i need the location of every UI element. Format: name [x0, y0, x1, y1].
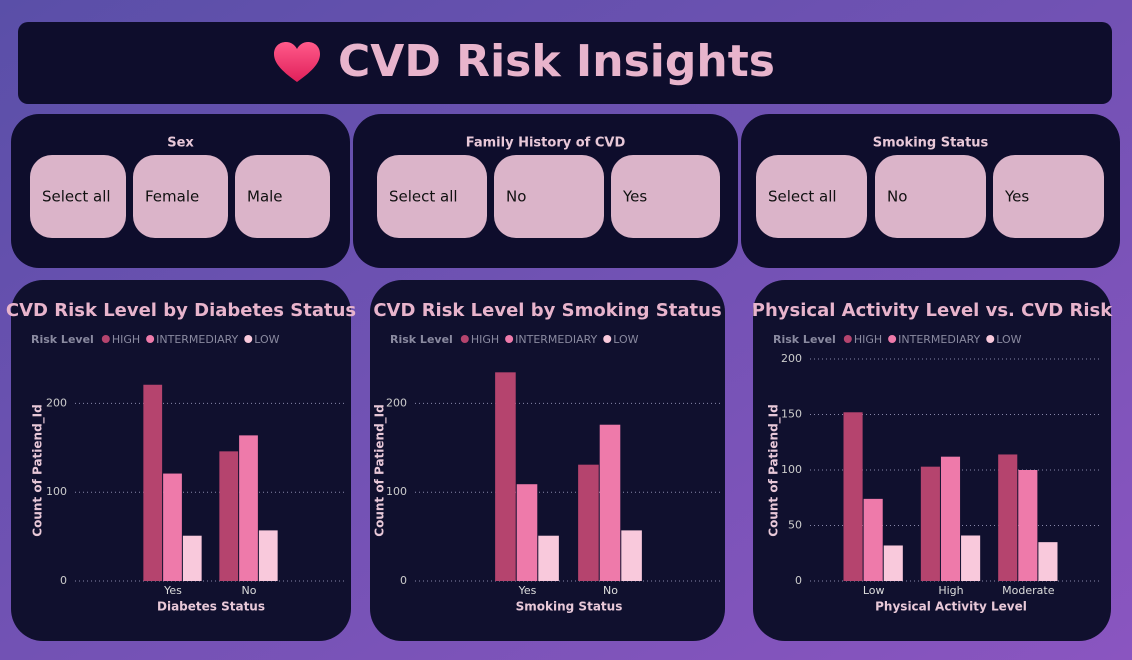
slicer-option[interactable]: No — [506, 188, 526, 206]
legend-swatch — [146, 335, 155, 343]
y-tick-label: 50 — [788, 519, 802, 532]
y-tick-label: 150 — [781, 408, 802, 421]
x-tick-label: High — [938, 584, 963, 597]
legend-title: Risk Level — [390, 333, 453, 346]
slicer-option[interactable]: Yes — [1004, 188, 1029, 206]
x-tick-label: Yes — [518, 584, 537, 597]
bar — [843, 412, 863, 581]
y-tick-label: 200 — [781, 352, 802, 365]
y-axis-title: Count of Patiend_Id — [373, 404, 388, 536]
bar — [258, 530, 278, 581]
bar — [143, 384, 163, 581]
legend-swatch — [505, 335, 514, 343]
y-axis-title: Count of Patiend_Id — [767, 404, 782, 536]
x-tick-label: Yes — [163, 584, 182, 597]
header-title: CVD Risk Insights — [338, 36, 775, 87]
legend-swatch — [244, 335, 253, 343]
slicer-title: Family History of CVD — [466, 136, 626, 151]
chart-title: CVD Risk Level by Smoking Status — [373, 300, 721, 321]
slicer-title: Sex — [167, 136, 194, 151]
x-axis-title: Diabetes Status — [157, 600, 265, 614]
slicer-title: Smoking Status — [873, 136, 989, 151]
header-panel — [18, 22, 1112, 104]
y-tick-label: 100 — [46, 485, 67, 498]
x-tick-label: Moderate — [1002, 584, 1055, 597]
bar — [599, 424, 621, 581]
slicer-option[interactable]: Female — [145, 188, 199, 206]
y-axis-title: Count of Patiend_Id — [31, 404, 46, 536]
slicer-option[interactable]: Male — [247, 188, 283, 206]
bar — [538, 535, 559, 581]
bar — [495, 372, 516, 581]
legend-title: Risk Level — [31, 333, 94, 346]
slicer-button[interactable] — [875, 155, 986, 238]
x-tick-label: Low — [863, 584, 885, 597]
legend-swatch — [888, 335, 897, 343]
legend-label: HIGH — [112, 333, 140, 346]
bar — [883, 545, 903, 581]
slicer-button[interactable] — [30, 155, 126, 238]
heart-icon — [274, 42, 320, 82]
x-axis-title: Smoking Status — [516, 600, 623, 614]
slicer-button[interactable] — [494, 155, 604, 238]
bar — [182, 535, 202, 581]
x-tick-label: No — [242, 584, 257, 597]
legend-label: HIGH — [471, 333, 499, 346]
slicer-button[interactable] — [756, 155, 867, 238]
legend-label: INTERMEDIARY — [156, 333, 238, 346]
slicer-option[interactable]: Select all — [389, 188, 458, 206]
slicer-button[interactable] — [993, 155, 1104, 238]
y-tick-label: 200 — [386, 396, 407, 409]
bar — [863, 498, 883, 581]
legend-swatch — [460, 335, 469, 343]
bar — [578, 464, 599, 581]
legend-label: LOW — [613, 333, 638, 346]
y-tick-label: 0 — [400, 574, 407, 587]
slicer-button[interactable] — [611, 155, 720, 238]
chart-title: CVD Risk Level by Diabetes Status — [6, 300, 356, 321]
bar — [961, 535, 981, 581]
y-tick-label: 100 — [781, 463, 802, 476]
slicer-option[interactable]: Yes — [622, 188, 647, 206]
bar — [516, 484, 538, 581]
legend-swatch — [986, 335, 995, 343]
legend-title: Risk Level — [773, 333, 836, 346]
y-tick-label: 0 — [60, 574, 67, 587]
slicer-button[interactable] — [377, 155, 487, 238]
slicer-button[interactable] — [235, 155, 330, 238]
legend-label: INTERMEDIARY — [515, 333, 597, 346]
slicer-button[interactable] — [133, 155, 228, 238]
legend-label: LOW — [254, 333, 279, 346]
legend-swatch — [603, 335, 612, 343]
legend-swatch — [843, 335, 852, 343]
legend-label: HIGH — [854, 333, 882, 346]
bar — [1038, 542, 1058, 581]
bar — [163, 473, 182, 581]
legend-label: LOW — [996, 333, 1021, 346]
bar — [219, 451, 239, 581]
chart-title: Physical Activity Level vs. CVD Risk — [752, 300, 1113, 321]
slicer-option[interactable]: Select all — [42, 188, 111, 206]
y-tick-label: 0 — [795, 574, 802, 587]
y-tick-label: 100 — [386, 485, 407, 498]
slicer-option[interactable]: Select all — [768, 188, 837, 206]
bar — [920, 466, 940, 581]
y-tick-label: 200 — [46, 396, 67, 409]
x-tick-label: No — [603, 584, 618, 597]
bar — [621, 530, 642, 581]
bar — [998, 454, 1018, 581]
legend-swatch — [101, 335, 110, 343]
bar — [1018, 470, 1038, 581]
slicer-option[interactable]: No — [887, 188, 907, 206]
bar — [239, 435, 258, 581]
bar — [940, 456, 961, 581]
x-axis-title: Physical Activity Level — [875, 600, 1027, 614]
legend-label: INTERMEDIARY — [898, 333, 980, 346]
